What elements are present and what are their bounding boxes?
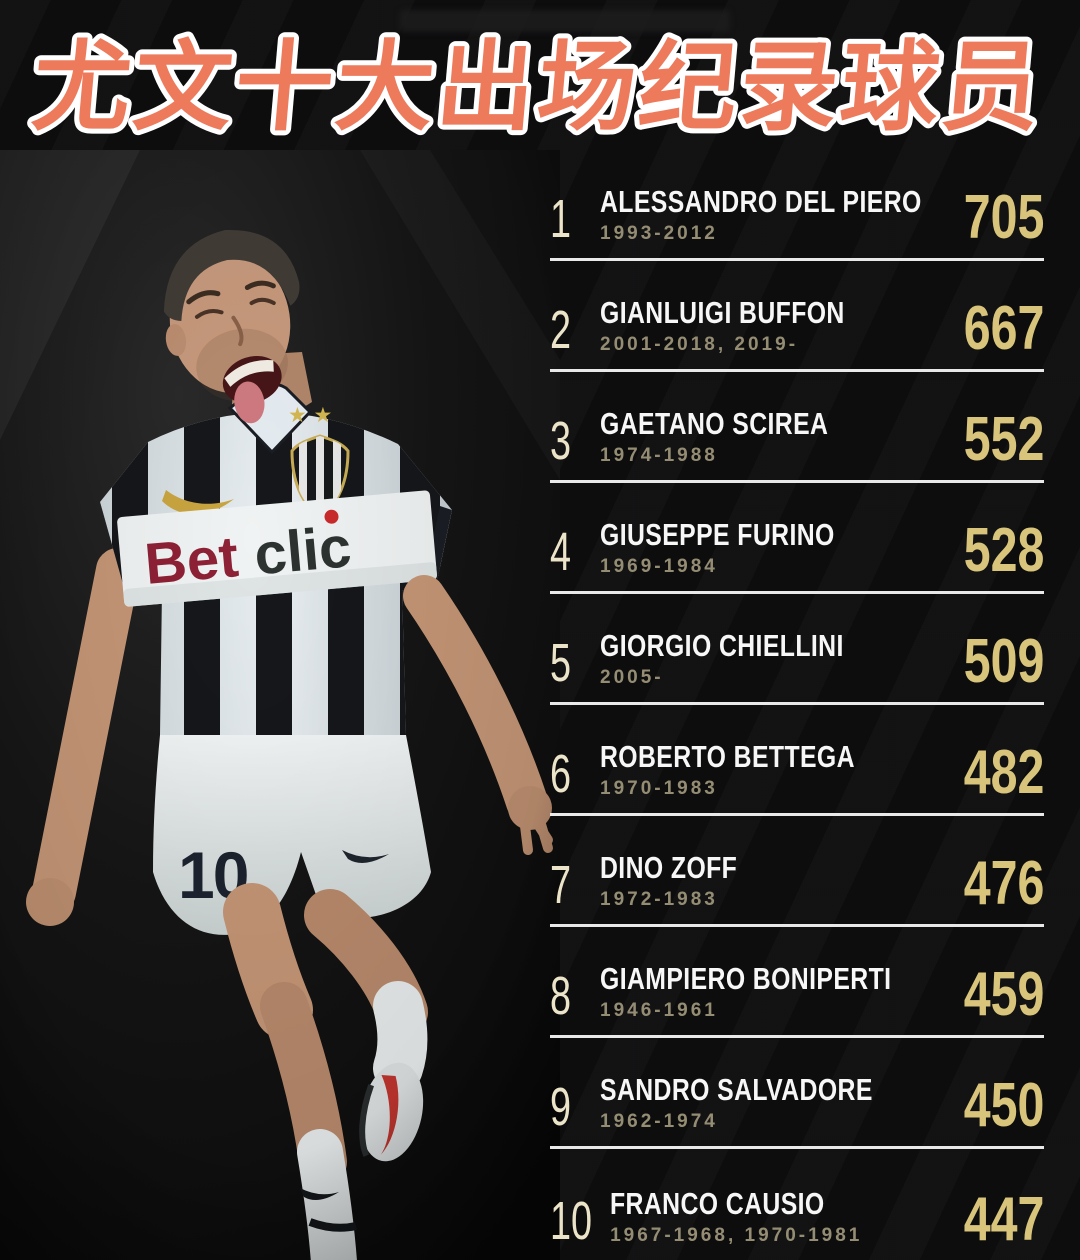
ranking-list: 1 ALESSANDRO DEL PIERO 1993-2012 705 2 G… — [550, 150, 1044, 1260]
player-years: 1974-1988 — [600, 445, 718, 466]
ranking-row: 9 SANDRO SALVADORE 1962-1974 450 — [550, 1038, 1044, 1149]
player-name: ALESSANDRO DEL PIERO — [600, 184, 922, 220]
ranking-row: 5 GIORGIO CHIELLINI 2005- 509 — [550, 594, 1044, 705]
player-info: GIANLUIGI BUFFON 2001-2018, 2019- — [600, 297, 941, 356]
player-name: GIORGIO CHIELLINI — [600, 628, 844, 664]
player-name: GAETANO SCIREA — [600, 406, 829, 442]
player-info: GIUSEPPE FURINO 1969-1984 — [600, 519, 941, 578]
player-years: 1946-1961 — [600, 1000, 718, 1021]
player-info: GIORGIO CHIELLINI 2005- — [600, 630, 941, 689]
rank-number: 10 — [550, 1191, 593, 1252]
player-years: 1969-1984 — [600, 556, 718, 577]
player-years: 1962-1974 — [600, 1111, 718, 1132]
appearances-value: 667 — [963, 294, 1044, 364]
appearances-value: 450 — [963, 1071, 1044, 1141]
ranking-row: 7 DINO ZOFF 1972-1983 476 — [550, 816, 1044, 927]
ranking-row: 2 GIANLUIGI BUFFON 2001-2018, 2019- 667 — [550, 261, 1044, 372]
player-info: FRANCO CAUSIO 1967-1968, 1970-1981 — [610, 1188, 940, 1247]
rank-number: 7 — [550, 855, 572, 916]
appearances-value: 459 — [963, 960, 1044, 1030]
appearances-value: 476 — [963, 849, 1044, 919]
player-years: 1993-2012 — [600, 223, 718, 244]
player-name: FRANCO CAUSIO — [610, 1186, 825, 1222]
appearances-value: 552 — [963, 405, 1044, 475]
rank-number: 1 — [550, 189, 572, 250]
appearances-value: 705 — [963, 183, 1044, 253]
ranking-row: 1 ALESSANDRO DEL PIERO 1993-2012 705 — [550, 150, 1044, 261]
ranking-row: 8 GIAMPIERO BONIPERTI 1946-1961 459 — [550, 927, 1044, 1038]
player-name: ROBERTO BETTEGA — [600, 739, 855, 775]
player-name: GIANLUIGI BUFFON — [600, 295, 845, 331]
appearances-value: 528 — [963, 516, 1044, 586]
rank-number: 8 — [550, 966, 572, 1027]
appearances-value: 482 — [963, 738, 1044, 808]
player-info: GAETANO SCIREA 1974-1988 — [600, 408, 941, 467]
player-name: GIAMPIERO BONIPERTI — [600, 961, 892, 997]
ranking-row: 10 FRANCO CAUSIO 1967-1968, 1970-1981 44… — [550, 1149, 1044, 1260]
player-years: 1967-1968, 1970-1981 — [610, 1225, 863, 1246]
player-photo: ★ ★ Bet clic — [0, 150, 560, 1260]
appearances-value: 447 — [963, 1185, 1044, 1255]
rank-number: 5 — [550, 633, 572, 694]
player-info: SANDRO SALVADORE 1962-1974 — [600, 1074, 941, 1133]
appearances-value: 509 — [963, 627, 1044, 697]
poster-title-art: 尤文十大出场纪录球员 — [23, 27, 1052, 147]
rank-number: 9 — [550, 1077, 572, 1138]
player-name: DINO ZOFF — [600, 850, 738, 886]
ranking-row: 3 GAETANO SCIREA 1974-1988 552 — [550, 372, 1044, 483]
player-name: GIUSEPPE FURINO — [600, 517, 835, 553]
player-info: GIAMPIERO BONIPERTI 1946-1961 — [600, 963, 941, 1022]
player-years: 2005- — [600, 667, 664, 688]
player-info: ROBERTO BETTEGA 1970-1983 — [600, 741, 941, 800]
player-years: 1970-1983 — [600, 778, 718, 799]
player-info: ALESSANDRO DEL PIERO 1993-2012 — [600, 186, 941, 245]
player-info: DINO ZOFF 1972-1983 — [600, 852, 941, 911]
rank-number: 6 — [550, 744, 572, 805]
player-years: 1972-1983 — [600, 889, 718, 910]
player-years: 2001-2018, 2019- — [600, 334, 799, 355]
rank-number: 3 — [550, 411, 572, 472]
poster-title: 尤文十大出场纪录球员 — [28, 32, 1047, 142]
watermark-smudge — [400, 10, 730, 32]
rank-number: 2 — [550, 300, 572, 361]
rank-number: 4 — [550, 522, 572, 583]
photo-vignette — [0, 150, 560, 1260]
ranking-row: 6 ROBERTO BETTEGA 1970-1983 482 — [550, 705, 1044, 816]
ranking-row: 4 GIUSEPPE FURINO 1969-1984 528 — [550, 483, 1044, 594]
player-name: SANDRO SALVADORE — [600, 1072, 873, 1108]
